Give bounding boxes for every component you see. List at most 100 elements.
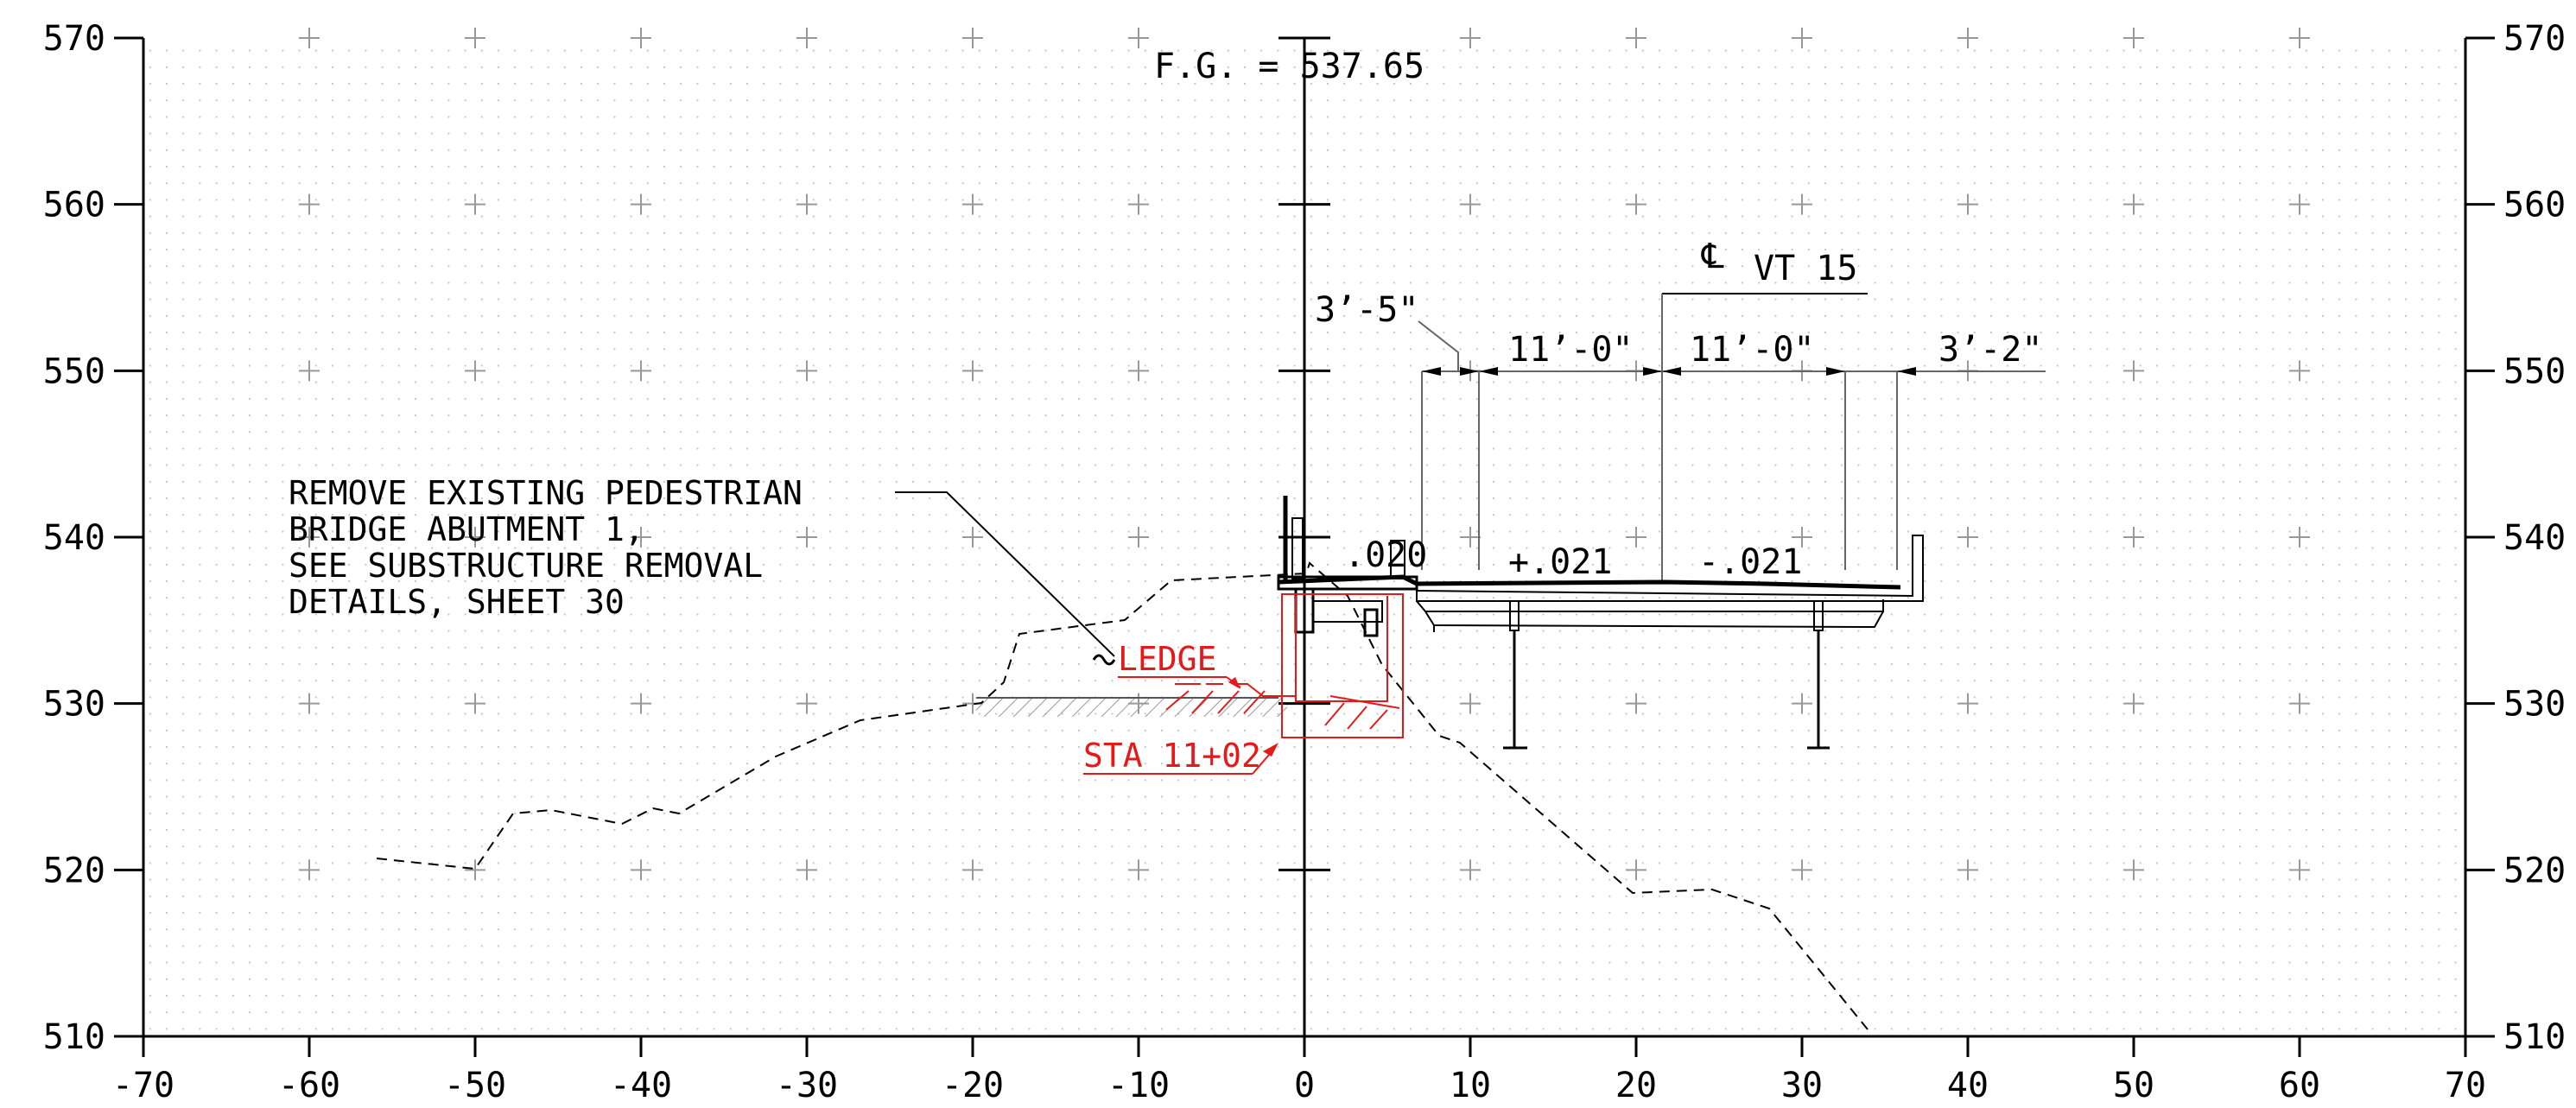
centerline-vt15: ℄ VT 15 [1661, 237, 1868, 580]
axis-ticks: -70 -60 -50 -40 -30 -20 -10 0 10 20 30 40 50 60 70 510 5… [43, 19, 2566, 1105]
grid-plus [1128, 28, 1149, 48]
grid-plus [1460, 28, 1481, 48]
proposed-bridge-section [1277, 496, 1924, 750]
grid-plus [962, 859, 983, 881]
x-tick-label: -10 [1107, 1066, 1170, 1105]
y-tick-label-right: 550 [2503, 351, 2566, 391]
grid-plus [1626, 859, 1646, 881]
slope-right: -.021 [1698, 542, 1802, 582]
grid-plus [796, 28, 817, 48]
grid-plus [1128, 859, 1149, 881]
note-leader [895, 491, 1115, 657]
grid-plus [1626, 193, 1646, 215]
grid-plus [1460, 527, 1481, 548]
grid-plus [1792, 859, 1812, 881]
grid-plus [1626, 527, 1646, 548]
grid-plus [1957, 693, 1978, 714]
fg-label: F.G. = 537.65 [1154, 47, 1424, 86]
grid-plus [465, 360, 485, 382]
grid-plus [2123, 193, 2144, 215]
dim-11-0-left: 11’-0" [1508, 330, 1634, 370]
y-tick-label-right: 510 [2503, 1017, 2566, 1057]
grid-plus [1792, 28, 1812, 48]
dimension-string: 3’-5" 11’-0" 11’-0" 3’-2" [1315, 290, 2046, 570]
grid-plus [2289, 193, 2310, 215]
grid-plus [299, 360, 320, 382]
grid-plus [796, 693, 817, 714]
grid-plus [2289, 859, 2310, 881]
x-tick-label: 0 [1294, 1066, 1315, 1105]
grid-plus [1957, 28, 1978, 48]
grid-plus-markers [299, 28, 2310, 881]
grid-plus [631, 193, 651, 215]
grid-plus [796, 527, 817, 548]
grid-plus [299, 859, 320, 881]
grid-plus [299, 527, 320, 548]
x-tick-label: 30 [1781, 1066, 1823, 1105]
grid-plus [465, 859, 485, 881]
grid-plus [631, 28, 651, 48]
grid-plus [2123, 693, 2144, 714]
grid-plus [2289, 28, 2310, 48]
y-tick-label-left: 510 [43, 1017, 105, 1057]
grid-plus [1460, 193, 1481, 215]
ledge-label: LEDGE [1118, 640, 1216, 678]
grid-plus [796, 193, 817, 215]
grid-plus [2123, 360, 2144, 382]
grid-plus [1792, 193, 1812, 215]
grid-plus [796, 360, 817, 382]
dim-3-2: 3’-2" [1938, 330, 2042, 370]
x-tick-label: -30 [776, 1066, 838, 1105]
grid-plus [299, 693, 320, 714]
abutment-removal [1165, 593, 1404, 738]
grid-plus [962, 28, 983, 48]
grid-plus [962, 193, 983, 215]
grid-plus [1792, 527, 1812, 548]
grid-plus [2123, 28, 2144, 48]
note-line-4: DETAILS, SHEET 30 [289, 583, 625, 621]
x-tick-label: -50 [444, 1066, 506, 1105]
grid-plus [631, 693, 651, 714]
grid-plus [2123, 859, 2144, 881]
x-tick-label: 70 [2445, 1066, 2486, 1105]
break-symbol [1092, 654, 1116, 666]
station-label: STA 11+02 [1083, 737, 1261, 775]
x-tick-label: -60 [278, 1066, 340, 1105]
grid-plus [1957, 859, 1978, 881]
grid-plus [962, 360, 983, 382]
grid-plus [631, 527, 651, 548]
grid-plus [299, 193, 320, 215]
x-tick-label: 10 [1450, 1066, 1491, 1105]
grid-plus [299, 28, 320, 48]
grid-plus [2289, 527, 2310, 548]
x-tick-label: -20 [942, 1066, 1004, 1105]
slope-mid: +.021 [1508, 542, 1612, 582]
grid-plus [1128, 193, 1149, 215]
grid-plus [631, 360, 651, 382]
existing-ground-line [376, 561, 1869, 1030]
grid-plus [1957, 193, 1978, 215]
y-tick-label-right: 530 [2503, 685, 2566, 725]
x-tick-label: 20 [1615, 1066, 1657, 1105]
grid-plus [1128, 527, 1149, 548]
x-tick-label: 40 [1947, 1066, 1989, 1105]
x-tick-label: -70 [112, 1066, 174, 1105]
grid-plus [465, 693, 485, 714]
grid-plus [2123, 527, 2144, 548]
note-line-2: BRIDGE ABUTMENT 1, [289, 510, 644, 548]
y-tick-label-left: 540 [43, 518, 105, 558]
y-tick-label-right: 560 [2503, 186, 2566, 225]
x-tick-label: -40 [610, 1066, 672, 1105]
grid-plus [1460, 859, 1481, 881]
grid-plus [1792, 693, 1812, 714]
grid-plus [631, 859, 651, 881]
grid-plus [1626, 28, 1646, 48]
dim-11-0-right: 11’-0" [1690, 330, 1815, 370]
y-tick-label-right: 570 [2503, 19, 2566, 59]
grid-plus [2289, 693, 2310, 714]
grid-plus [465, 28, 485, 48]
note-line-1: REMOVE EXISTING PEDESTRIAN [289, 474, 803, 512]
dim-3-5: 3’-5" [1315, 290, 1418, 330]
station-callout: STA 11+02 [1083, 737, 1278, 775]
